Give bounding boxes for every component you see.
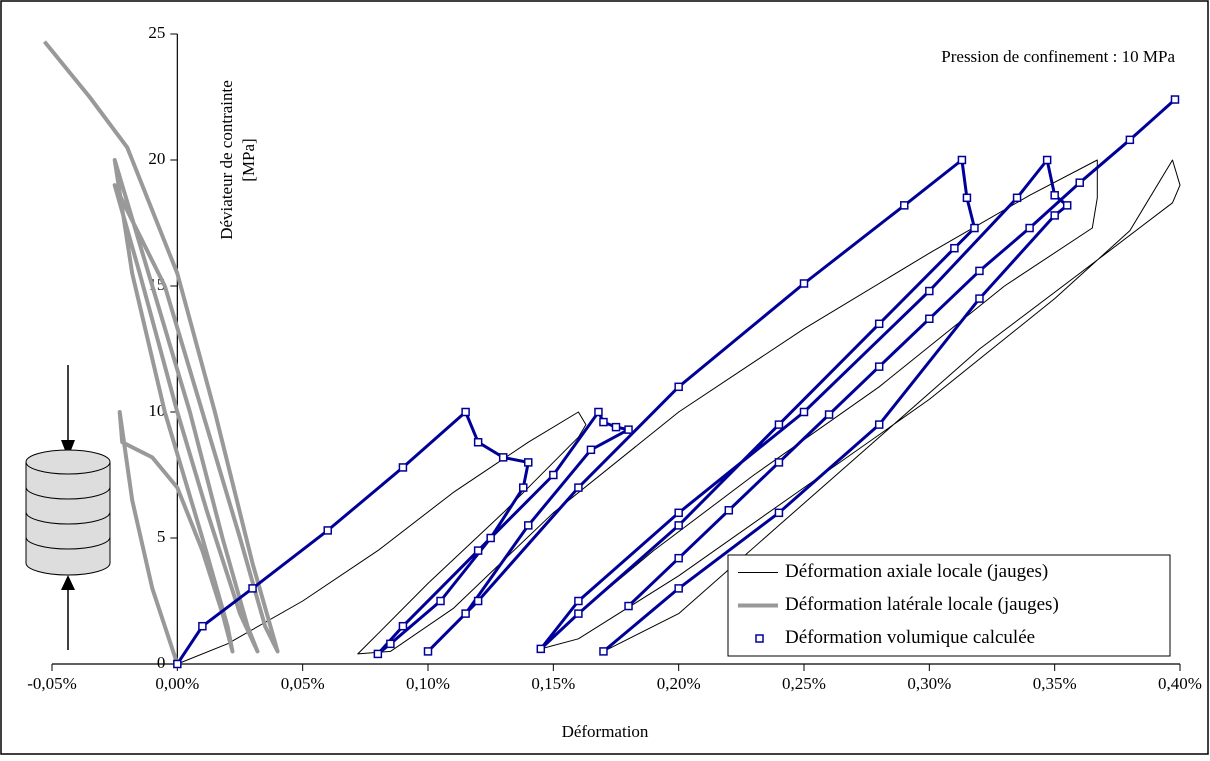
- data-point: [674, 382, 683, 392]
- data-point: [436, 596, 445, 606]
- data-point: [724, 506, 734, 515]
- x-tick-label: 0,10%: [406, 674, 450, 693]
- data-point: [574, 483, 583, 492]
- data-point: [461, 407, 470, 417]
- data-point: [1050, 191, 1059, 200]
- legend: Déformation axiale locale (jauges) Déform…: [727, 554, 1171, 657]
- data-point: [461, 609, 470, 618]
- data-point: [599, 417, 608, 427]
- data-point: [594, 407, 603, 417]
- series-line: [177, 159, 1181, 665]
- data-point: [874, 362, 884, 371]
- data-point: [524, 458, 533, 467]
- data-point: [198, 621, 207, 631]
- data-point: [674, 584, 683, 593]
- data-point: [498, 453, 508, 462]
- y-tick-label: 20: [148, 149, 165, 168]
- data-point: [1062, 201, 1072, 210]
- data-point: [473, 546, 483, 555]
- data-point: [962, 193, 972, 203]
- data-point: [874, 420, 884, 429]
- y-tick-label: 5: [157, 527, 166, 546]
- data-point: [799, 279, 809, 288]
- data-point: [248, 584, 257, 593]
- data-point: [774, 458, 784, 467]
- data-point: [611, 422, 621, 432]
- data-point: [173, 659, 182, 669]
- legend-label: Déformation volumique calculée: [785, 627, 1035, 648]
- legend-swatch: [755, 634, 764, 643]
- data-point: [1075, 178, 1084, 187]
- x-tick-label: 0,00%: [155, 674, 199, 693]
- data-point: [1125, 135, 1135, 145]
- data-point: [957, 155, 967, 165]
- data-point: [925, 286, 934, 296]
- data-point: [774, 508, 784, 518]
- data-point: [574, 609, 583, 618]
- data-point: [975, 266, 984, 276]
- data-point: [398, 621, 408, 631]
- data-point: [824, 410, 834, 419]
- data-point: [925, 314, 934, 324]
- data-point: [900, 201, 909, 210]
- x-tick-label: 0,20%: [657, 674, 701, 693]
- x-tick-label: 0,40%: [1158, 674, 1202, 693]
- data-point: [599, 647, 608, 656]
- data-point: [586, 445, 596, 455]
- x-tick-label: -0,05%: [27, 674, 77, 693]
- data-point: [1042, 155, 1052, 165]
- data-point: [674, 521, 683, 530]
- data-point: [386, 639, 395, 649]
- data-point: [774, 420, 784, 429]
- x-tick-label: 0,25%: [782, 674, 826, 693]
- data-point: [536, 644, 546, 654]
- x-tick-label: 0,15%: [531, 674, 575, 693]
- data-point: [423, 647, 433, 656]
- y-tick-label: 0: [157, 653, 166, 672]
- y-tick-label: 25: [148, 23, 165, 42]
- data-point: [574, 596, 583, 606]
- data-point: [1025, 223, 1034, 233]
- data-point: [624, 601, 633, 611]
- legend-label: Déformation axiale locale (jauges): [785, 561, 1048, 582]
- data-point: [674, 508, 683, 518]
- data-point: [524, 521, 533, 530]
- data-point: [549, 470, 558, 480]
- y-tick-label: 10: [148, 401, 165, 420]
- x-axis-label: Déformation: [562, 722, 649, 741]
- data-point: [950, 243, 959, 253]
- data-point: [373, 649, 383, 659]
- y-axis-label: Déviateur de contrainte: [217, 80, 236, 240]
- x-tick-label: 0,30%: [907, 674, 951, 693]
- x-tick-label: 0,35%: [1033, 674, 1077, 693]
- sample-icon: [25, 365, 111, 650]
- series-line: [42, 40, 280, 665]
- data-point: [323, 526, 332, 535]
- x-tick-label: 0,05%: [281, 674, 325, 693]
- data-point: [674, 553, 683, 563]
- data-point: [799, 407, 809, 417]
- annotation: Pression de confinement : 10 MPa: [941, 47, 1175, 66]
- data-point: [874, 319, 884, 329]
- legend-label: Déformation latérale locale (jauges): [785, 594, 1059, 615]
- data-point: [473, 596, 483, 606]
- data-point: [519, 483, 528, 492]
- data-point: [1170, 95, 1180, 104]
- data-point: [398, 463, 408, 472]
- legend-box: [727, 554, 1171, 657]
- y-axis-label: [MPa]: [239, 138, 258, 181]
- data-point: [970, 223, 979, 233]
- data-point: [1012, 193, 1022, 203]
- data-point: [624, 425, 633, 434]
- data-point: [486, 533, 495, 543]
- data-point: [1050, 211, 1059, 220]
- data-point: [473, 437, 483, 447]
- data-point: [975, 294, 984, 303]
